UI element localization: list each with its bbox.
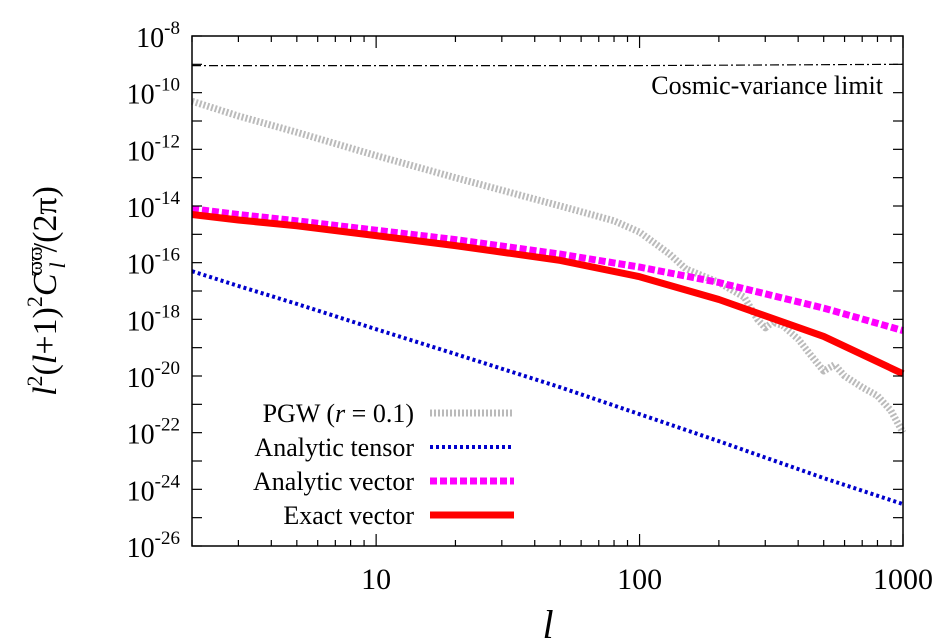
legend-label-pgw-r-0-1: PGW (r = 0.1) bbox=[263, 399, 414, 428]
y-tick-label: 10-10 bbox=[127, 75, 180, 111]
series-line-exact-vector bbox=[191, 211, 905, 377]
series-line-analytic-tensor bbox=[191, 269, 904, 507]
x-tick-label: 100 bbox=[617, 563, 662, 596]
y-tick-label: 10-12 bbox=[127, 131, 180, 167]
legend-label-analytic-tensor: Analytic tensor bbox=[254, 433, 414, 462]
y-tick-label: 10-14 bbox=[127, 188, 181, 224]
tick-group bbox=[191, 35, 904, 547]
y-tick-label: 10-20 bbox=[127, 358, 180, 394]
y-tick-label: 10-8 bbox=[136, 18, 180, 54]
y-tick-label: 10-22 bbox=[127, 415, 180, 451]
y-tick-label: 10-24 bbox=[127, 471, 181, 507]
x-tick-label: 1000 bbox=[873, 563, 933, 596]
legend-label-exact-vector: Exact vector bbox=[283, 501, 414, 530]
y-tick-label: 10-18 bbox=[127, 301, 180, 337]
tick-label-group: 10-8 10-10 10-12 10-14 10-16 10-18 10-20 10-22 1… bbox=[127, 18, 933, 596]
series-line-cosmic-variance-limit bbox=[192, 63, 904, 67]
series-group bbox=[190, 63, 907, 507]
x-tick-label: 10 bbox=[361, 563, 391, 596]
series-line-pgw-r-0-1 bbox=[190, 97, 907, 435]
y-axis-label: l2(l+1)2Cϖϖl/(2π) bbox=[22, 186, 70, 396]
legend: PGW (r = 0.1) Analytic tensor Analytic vec… bbox=[253, 399, 514, 530]
y-tick-label: 10-16 bbox=[127, 245, 180, 281]
series-line-analytic-vector bbox=[191, 205, 904, 334]
annotation-cosmic-variance: Cosmic-variance limit bbox=[651, 71, 884, 100]
legend-label-analytic-vector: Analytic vector bbox=[253, 467, 414, 496]
y-tick-label: 10-26 bbox=[127, 528, 180, 564]
x-axis-label: l bbox=[542, 602, 553, 644]
